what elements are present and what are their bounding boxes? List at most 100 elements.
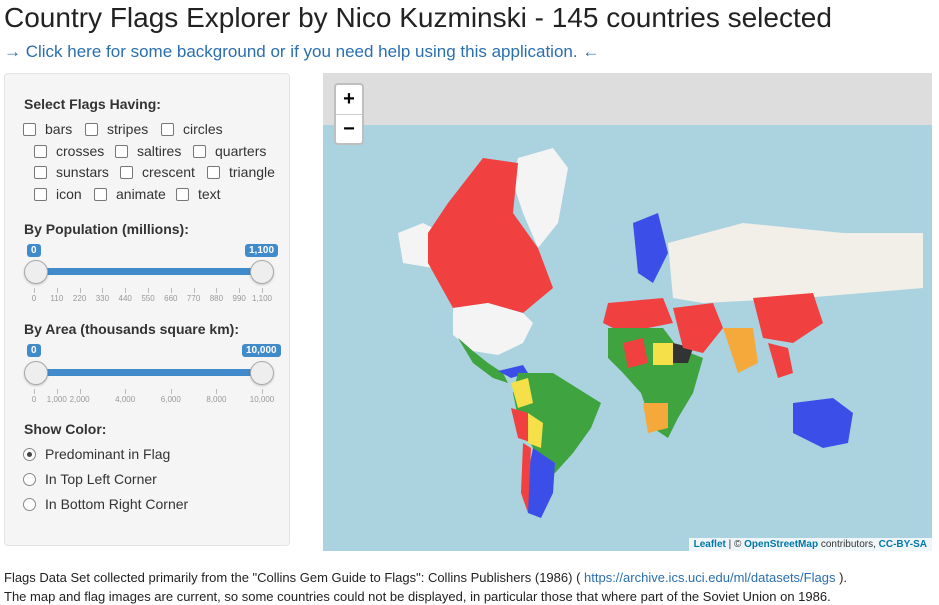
slider-tick-mark xyxy=(170,389,172,394)
checkbox-box[interactable] xyxy=(94,187,107,201)
country-peru[interactable] xyxy=(511,408,533,443)
slider-tick-label: 550 xyxy=(141,294,155,303)
country-argentina[interactable] xyxy=(528,448,555,518)
slider-tick-label: 440 xyxy=(118,294,132,303)
population-max-handle[interactable] xyxy=(250,260,274,284)
dataset-link[interactable]: https://archive.ics.uci.edu/ml/datasets/… xyxy=(584,570,836,585)
checkbox-icon[interactable]: icon xyxy=(34,186,82,202)
map-attribution: Leaflet | © OpenStreetMap contributors, … xyxy=(688,538,932,551)
radio-top-left[interactable]: In Top Left Corner xyxy=(23,471,157,487)
checkbox-box[interactable] xyxy=(161,122,174,136)
country-chile[interactable] xyxy=(521,443,531,513)
checkbox-box[interactable] xyxy=(120,165,133,179)
checkbox-box[interactable] xyxy=(23,122,36,136)
checkbox-box[interactable] xyxy=(176,187,189,201)
checkbox-saltires[interactable]: saltires xyxy=(115,143,181,159)
population-slider-track[interactable] xyxy=(34,268,262,275)
country-europe[interactable] xyxy=(603,298,673,333)
checkbox-box[interactable] xyxy=(34,165,47,179)
country-southeast-asia[interactable] xyxy=(768,343,793,378)
checkbox-animate[interactable]: animate xyxy=(94,186,166,202)
footer-line-2: The map and flag images are current, so … xyxy=(4,589,831,604)
checkbox-box[interactable] xyxy=(85,122,98,136)
country-india[interactable] xyxy=(723,328,758,373)
slider-tick-label: 2,000 xyxy=(69,395,90,404)
zoom-in-button[interactable]: + xyxy=(336,85,362,115)
flags-label: Select Flags Having: xyxy=(24,96,161,112)
checkbox-circles[interactable]: circles xyxy=(161,121,223,137)
checkbox-box[interactable] xyxy=(34,187,47,201)
slider-tick-label: 990 xyxy=(232,294,246,303)
country-middle-east[interactable] xyxy=(673,303,723,353)
radio-dot[interactable] xyxy=(23,497,36,511)
country-russia[interactable] xyxy=(668,223,923,303)
slider-tick-mark xyxy=(148,288,149,293)
license-link[interactable]: CC-BY-SA xyxy=(878,539,927,550)
slider-tick-mark xyxy=(216,389,218,394)
country-bolivia[interactable] xyxy=(528,413,543,448)
help-link[interactable]: → Click here for some background or if y… xyxy=(4,42,600,61)
country-chad[interactable] xyxy=(653,343,673,365)
population-label: By Population (millions): xyxy=(24,221,189,237)
slider-tick-label: 10,000 xyxy=(249,395,275,404)
checkbox-quarters[interactable]: quarters xyxy=(193,143,266,159)
slider-tick-label: 660 xyxy=(164,294,178,303)
slider-tick-label: 0 xyxy=(31,294,37,303)
checkbox-box[interactable] xyxy=(193,144,206,158)
area-slider-track[interactable] xyxy=(34,369,262,376)
checkbox-triangle[interactable]: triangle xyxy=(207,164,275,180)
country-usa[interactable] xyxy=(453,303,533,355)
checkbox-stripes[interactable]: stripes xyxy=(85,121,148,137)
country-southern-africa[interactable] xyxy=(643,403,668,433)
area-min-handle[interactable] xyxy=(24,361,48,385)
checkbox-crosses[interactable]: crosses xyxy=(34,143,104,159)
radio-dot[interactable] xyxy=(23,447,36,461)
slider-tick-mark xyxy=(216,288,218,293)
slider-tick-label: 220 xyxy=(72,294,87,303)
slider-tick-mark xyxy=(193,288,195,293)
checkbox-bars[interactable]: bars xyxy=(23,121,72,137)
radio-dot[interactable] xyxy=(23,472,36,486)
checkbox-box[interactable] xyxy=(207,165,220,179)
country-greenland[interactable] xyxy=(513,148,568,248)
zoom-out-button[interactable]: − xyxy=(343,118,355,140)
slider-tick-mark xyxy=(56,389,58,394)
checkbox-sunstars[interactable]: sunstars xyxy=(34,164,109,180)
slider-tick-label: 330 xyxy=(95,294,110,303)
slider-tick-label: 6,000 xyxy=(160,395,181,404)
country-china[interactable] xyxy=(753,293,823,343)
checkbox-box[interactable] xyxy=(34,144,47,158)
country-colombia[interactable] xyxy=(511,378,533,408)
checkbox-crescent[interactable]: crescent xyxy=(120,164,195,180)
country-scandinavia[interactable] xyxy=(633,213,668,283)
world-map[interactable]: + − Leaflet | © OpenStreetMap contributo… xyxy=(323,73,932,551)
country-australia[interactable] xyxy=(793,398,853,448)
checkbox-box[interactable] xyxy=(115,144,128,158)
area-min-badge: 0 xyxy=(27,344,41,357)
area-max-handle[interactable] xyxy=(250,361,274,385)
show-color-label: Show Color: xyxy=(24,421,107,437)
slider-tick-label: 1,100 xyxy=(251,294,273,303)
country-mexico[interactable] xyxy=(458,338,508,383)
population-min-handle[interactable] xyxy=(24,260,48,284)
radio-bottom-right[interactable]: In Bottom Right Corner xyxy=(23,496,188,512)
sidebar-panel: Select Flags Having: bars stripes circle… xyxy=(4,73,290,546)
area-ticks: 0 1,000 2,000 4,000 6,000 8,000 10,000 xyxy=(24,389,275,404)
map-tiles[interactable] xyxy=(323,73,932,551)
zoom-control[interactable]: + − xyxy=(334,83,364,145)
osm-link[interactable]: OpenStreetMap xyxy=(744,539,819,550)
slider-tick-mark xyxy=(56,288,58,293)
slider-tick-mark xyxy=(34,389,35,394)
country-algeria[interactable] xyxy=(623,338,648,368)
page-title: Country Flags Explorer by Nico Kuzminski… xyxy=(4,2,832,33)
checkbox-text[interactable]: text xyxy=(176,186,221,202)
radio-predominant[interactable]: Predominant in Flag xyxy=(23,446,170,462)
country-canada[interactable] xyxy=(428,158,553,313)
leaflet-link[interactable]: Leaflet xyxy=(693,539,726,550)
slider-tick-mark xyxy=(125,288,127,293)
slider-tick-label: 770 xyxy=(186,294,201,303)
slider-tick-label: 8,000 xyxy=(206,395,227,404)
slider-tick-mark xyxy=(170,288,172,293)
slider-tick-mark xyxy=(79,389,81,394)
slider-tick-label: 880 xyxy=(209,294,224,303)
